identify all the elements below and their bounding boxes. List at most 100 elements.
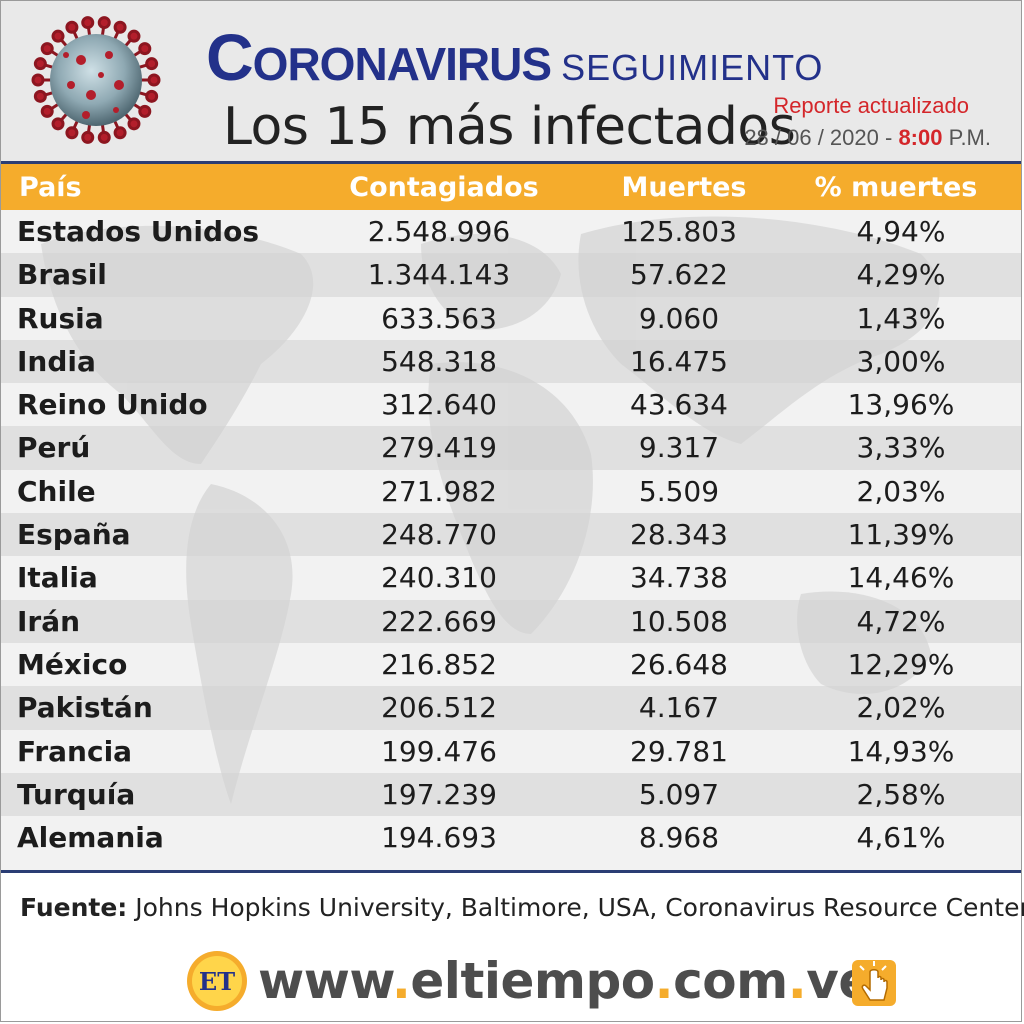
cases-cell: 240.310 bbox=[381, 561, 497, 595]
country-cell: Francia bbox=[17, 734, 133, 768]
deaths-cell: 8.968 bbox=[638, 821, 720, 855]
cases-cell: 633.563 bbox=[381, 301, 497, 335]
pct-deaths-cell: 3,00% bbox=[856, 344, 946, 378]
pct-deaths-cell: 2,03% bbox=[856, 474, 946, 508]
country-cell: Reino Unido bbox=[17, 388, 208, 422]
deaths-cell: 26.648 bbox=[630, 647, 728, 681]
deaths-cell: 16.475 bbox=[630, 344, 728, 378]
deaths-cell: 10.508 bbox=[630, 604, 728, 638]
table-row: Estados Unidos 2.548.996 125.803 4,94% bbox=[1, 210, 1021, 253]
deaths-cell: 4.167 bbox=[638, 691, 720, 725]
pct-deaths-cell: 4,61% bbox=[856, 821, 946, 855]
country-cell: Pakistán bbox=[17, 691, 153, 725]
url-www: www bbox=[258, 952, 392, 1010]
pct-deaths-cell: 2,58% bbox=[856, 777, 946, 811]
country-cell: Turquía bbox=[17, 777, 136, 811]
pct-deaths-cell: 4,72% bbox=[856, 604, 946, 638]
deaths-cell: 34.738 bbox=[630, 561, 728, 595]
report-ampm: P.M. bbox=[948, 125, 991, 150]
header-deaths: Muertes bbox=[621, 172, 747, 203]
pct-deaths-cell: 3,33% bbox=[856, 431, 946, 465]
cases-cell: 271.982 bbox=[381, 474, 497, 508]
cases-cell: 199.476 bbox=[381, 734, 497, 768]
et-logo-text: ET bbox=[199, 967, 235, 996]
country-cell: Italia bbox=[17, 561, 98, 595]
cases-cell: 2.548.996 bbox=[367, 215, 511, 248]
source-credit: Fuente: Johns Hopkins University, Baltim… bbox=[20, 893, 1024, 922]
deaths-cell: 9.060 bbox=[638, 301, 720, 335]
table-row: Reino Unido 312.640 43.634 13,96% bbox=[1, 383, 1021, 426]
table-row: Turquía 197.239 5.097 2,58% bbox=[1, 772, 1021, 817]
report-label: Reporte actualizado bbox=[773, 93, 969, 118]
deaths-cell: 5.097 bbox=[638, 777, 720, 811]
url-domain: eltiempo bbox=[410, 952, 655, 1010]
url-com: com bbox=[673, 952, 788, 1010]
cases-cell: 1.344.143 bbox=[367, 258, 511, 292]
pct-deaths-cell: 1,43% bbox=[856, 301, 946, 335]
header-country: País bbox=[19, 172, 82, 203]
table-row: España 248.770 28.343 11,39% bbox=[1, 513, 1021, 557]
table-header-row: País Contagiados Muertes % muertes bbox=[1, 164, 1021, 210]
pct-deaths-cell: 11,39% bbox=[847, 518, 955, 552]
country-cell: Brasil bbox=[17, 258, 107, 292]
source-text: Johns Hopkins University, Baltimore, USA… bbox=[127, 893, 1024, 922]
header-cases: Contagiados bbox=[349, 172, 539, 203]
table-body: Estados Unidos 2.548.996 125.803 4,94% Brasi… bbox=[1, 210, 1021, 859]
deaths-cell: 57.622 bbox=[630, 258, 728, 292]
country-cell: Irán bbox=[17, 604, 81, 638]
deaths-cell: 125.803 bbox=[621, 215, 737, 248]
table-row: Italia 240.310 34.738 14,46% bbox=[1, 556, 1021, 599]
table-row: Perú 279.419 9.317 3,33% bbox=[1, 426, 1021, 470]
table-row: Rusia 633.563 9.060 1,43% bbox=[1, 297, 1021, 340]
deaths-cell: 28.343 bbox=[630, 518, 728, 552]
country-cell: Estados Unidos bbox=[17, 215, 259, 248]
source-label: Fuente: bbox=[20, 893, 128, 922]
pct-deaths-cell: 14,46% bbox=[847, 561, 955, 595]
country-cell: India bbox=[17, 344, 96, 378]
title-coronavirus: Coronavirus bbox=[206, 20, 552, 94]
pct-deaths-cell: 4,29% bbox=[856, 258, 946, 292]
report-date: 28 / 06 / 2020 - bbox=[744, 125, 893, 150]
country-cell: España bbox=[17, 518, 131, 552]
header: Coronavirus seguimiento Los 15 más infect… bbox=[1, 1, 1021, 164]
table-row: India 548.318 16.475 3,00% bbox=[1, 339, 1021, 384]
report-datetime: 28 / 06 / 2020 - 8:00 P.M. bbox=[744, 125, 991, 151]
page-title: Coronavirus seguimiento bbox=[206, 19, 823, 95]
footer-divider bbox=[1, 870, 1021, 873]
cases-cell: 194.693 bbox=[381, 821, 497, 855]
country-cell: Rusia bbox=[17, 301, 104, 335]
deaths-cell: 9.317 bbox=[638, 431, 720, 465]
report-time: 8:00 bbox=[898, 125, 943, 150]
page-subtitle: Los 15 más infectados bbox=[223, 97, 796, 157]
country-cell: Perú bbox=[17, 431, 91, 465]
website-url[interactable]: www.eltiempo.com.ve bbox=[258, 952, 872, 1010]
table-row: Chile 271.982 5.509 2,03% bbox=[1, 470, 1021, 513]
brand-footer: ET www.eltiempo.com.ve bbox=[186, 950, 906, 1014]
cases-cell: 279.419 bbox=[381, 431, 497, 465]
table-row: Pakistán 206.512 4.167 2,02% bbox=[1, 686, 1021, 730]
header-pct-deaths: % muertes bbox=[814, 172, 978, 203]
cases-cell: 248.770 bbox=[381, 518, 497, 552]
pct-deaths-cell: 14,93% bbox=[847, 734, 955, 768]
country-cell: México bbox=[17, 647, 128, 681]
table-row: México 216.852 26.648 12,29% bbox=[1, 643, 1021, 686]
data-table: País Contagiados Muertes % muertes Estad… bbox=[1, 164, 1021, 870]
cases-cell: 312.640 bbox=[381, 388, 497, 422]
table-row: Alemania 194.693 8.968 4,61% bbox=[1, 816, 1021, 859]
cases-cell: 197.239 bbox=[381, 777, 497, 811]
table-row: Brasil 1.344.143 57.622 4,29% bbox=[1, 253, 1021, 297]
title-seguimiento: seguimiento bbox=[561, 34, 824, 92]
cases-cell: 222.669 bbox=[381, 604, 497, 638]
pct-deaths-cell: 13,96% bbox=[847, 388, 955, 422]
pct-deaths-cell: 4,94% bbox=[856, 215, 946, 248]
click-hand-icon bbox=[852, 960, 896, 1006]
deaths-cell: 29.781 bbox=[630, 734, 728, 768]
cases-cell: 548.318 bbox=[381, 344, 497, 378]
deaths-cell: 43.634 bbox=[630, 388, 728, 422]
country-cell: Chile bbox=[17, 474, 96, 508]
table-row: Irán 222.669 10.508 4,72% bbox=[1, 599, 1021, 643]
coronavirus-icon bbox=[31, 16, 161, 144]
cases-cell: 216.852 bbox=[381, 647, 497, 681]
et-logo: ET bbox=[187, 951, 247, 1011]
